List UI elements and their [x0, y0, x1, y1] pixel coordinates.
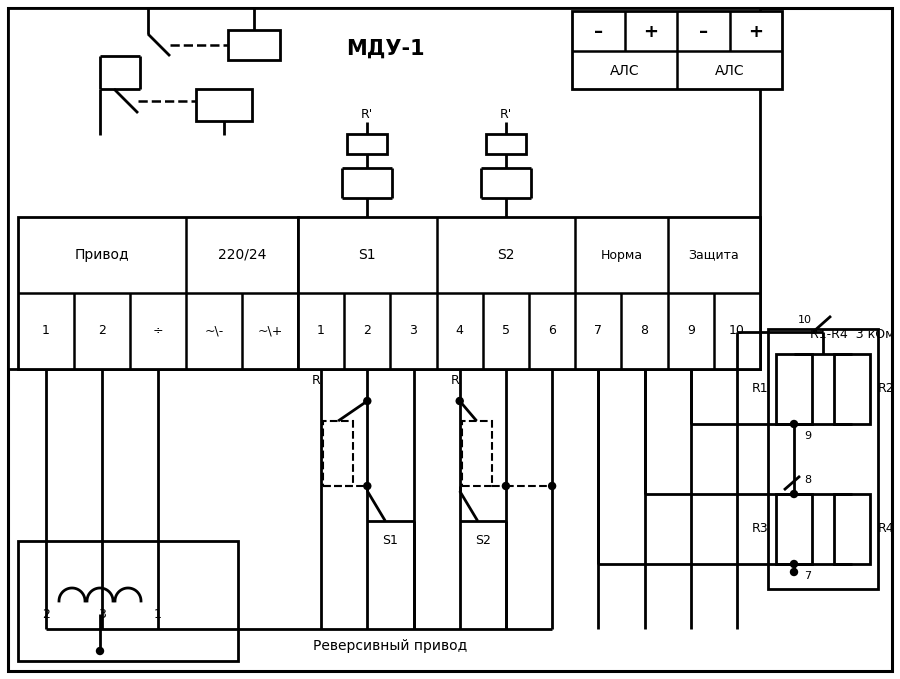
Text: 1: 1 [42, 325, 50, 337]
Text: R': R' [500, 107, 512, 120]
Text: 2: 2 [364, 325, 371, 337]
Text: МДУ-1: МДУ-1 [346, 39, 424, 59]
Text: 8: 8 [641, 325, 649, 337]
Circle shape [502, 483, 509, 490]
Text: 9: 9 [805, 431, 812, 441]
Text: –: – [698, 23, 707, 41]
Bar [196, 89, 252, 121]
Text: R4: R4 [878, 523, 895, 536]
Circle shape [364, 397, 371, 405]
Text: R1: R1 [752, 382, 768, 395]
Bar [834, 494, 870, 564]
Text: ~\+: ~\+ [257, 325, 283, 337]
Bar [347, 134, 387, 154]
Text: 1: 1 [317, 325, 325, 337]
Circle shape [364, 483, 371, 490]
Text: Норма: Норма [600, 249, 643, 261]
Text: R': R' [361, 107, 374, 120]
Circle shape [549, 483, 555, 490]
Bar [776, 354, 812, 424]
Text: 9: 9 [687, 325, 695, 337]
Text: 220/24: 220/24 [218, 248, 266, 262]
Bar [486, 134, 526, 154]
Circle shape [790, 560, 797, 568]
Circle shape [790, 420, 797, 428]
Text: 3: 3 [98, 608, 106, 621]
Text: 7: 7 [594, 325, 602, 337]
Circle shape [790, 568, 797, 576]
Text: R1-R4  3 кОм: R1-R4 3 кОм [810, 327, 895, 340]
Bar [8, 8, 760, 369]
Bar [776, 494, 812, 564]
Text: ~\-: ~\- [204, 325, 223, 337]
Text: R2: R2 [878, 382, 895, 395]
Bar [228, 30, 280, 60]
Text: 3: 3 [410, 325, 418, 337]
Text: АЛС: АЛС [609, 64, 639, 78]
Text: 7: 7 [805, 571, 812, 581]
Bar [323, 421, 353, 486]
Text: S2: S2 [497, 248, 515, 262]
Text: R: R [450, 375, 459, 388]
Bar [462, 421, 491, 486]
Text: 2: 2 [98, 325, 106, 337]
Text: S1: S1 [382, 534, 399, 547]
Bar [768, 329, 878, 589]
Text: 10: 10 [729, 325, 745, 337]
Text: 2: 2 [42, 608, 50, 621]
Text: +: + [748, 23, 763, 41]
Text: 6: 6 [548, 325, 556, 337]
Text: R: R [311, 375, 320, 388]
Text: 1: 1 [154, 608, 162, 621]
Bar [298, 217, 760, 369]
Text: –: – [594, 23, 603, 41]
Bar [834, 354, 870, 424]
Text: S1: S1 [358, 248, 376, 262]
Text: 5: 5 [502, 325, 510, 337]
Bar [572, 11, 782, 89]
Circle shape [456, 397, 464, 405]
Text: 10: 10 [798, 315, 812, 325]
Text: ÷: ÷ [153, 325, 163, 337]
Bar [18, 541, 238, 661]
Text: Защита: Защита [688, 249, 739, 261]
Text: Привод: Привод [75, 248, 130, 262]
Text: Реверсивный привод: Реверсивный привод [313, 639, 467, 653]
Text: АЛС: АЛС [715, 64, 744, 78]
Text: +: + [644, 23, 658, 41]
Circle shape [96, 648, 104, 655]
Bar [18, 217, 298, 369]
Text: 4: 4 [455, 325, 464, 337]
Circle shape [790, 490, 797, 498]
Text: R3: R3 [752, 523, 768, 536]
Text: S2: S2 [475, 534, 491, 547]
Text: 8: 8 [805, 475, 812, 485]
